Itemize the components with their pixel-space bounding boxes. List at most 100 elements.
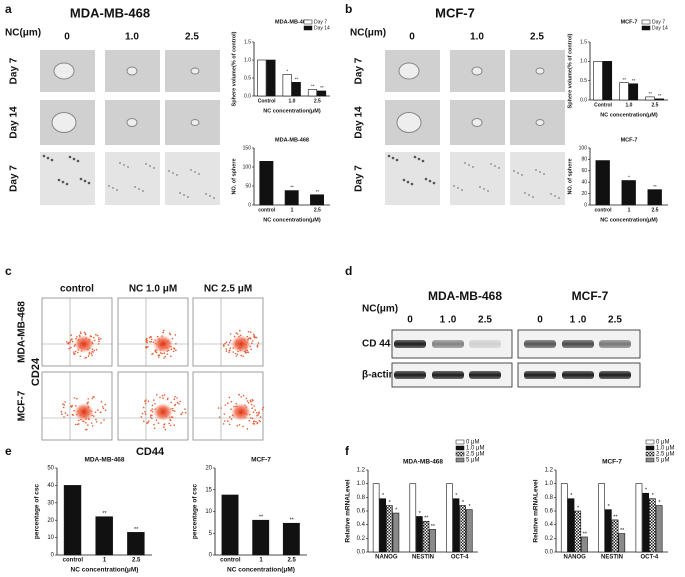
event-dot: [95, 418, 97, 421]
panel-title: MDA-MB-468: [70, 5, 150, 20]
significance-mark: **: [290, 185, 294, 190]
lane-label: 0: [407, 315, 413, 326]
sphere: [471, 66, 483, 76]
row-label: MCF-7: [17, 390, 28, 421]
event-dot: [239, 329, 241, 332]
column-label: NC 1.0 μM: [129, 284, 177, 295]
lane-label: 2.5: [608, 315, 622, 326]
bar: [567, 498, 575, 553]
event-dot: [257, 414, 260, 416]
event-dot: [164, 428, 167, 431]
event-dot: [225, 341, 228, 344]
legend-label: 5 μM: [656, 458, 669, 464]
significance-mark: *: [395, 508, 398, 514]
speck: [190, 169, 192, 171]
event-dot: [170, 401, 172, 404]
event-dot: [93, 339, 96, 342]
event-dot: [147, 420, 150, 422]
speck: [391, 156, 395, 160]
speck: [112, 187, 114, 189]
significance-mark: *: [287, 69, 289, 74]
event-dot: [173, 398, 176, 401]
significance-mark: **: [658, 93, 662, 98]
speck: [168, 170, 170, 172]
bar: [392, 512, 400, 553]
y-tick-label: 1.5: [244, 39, 251, 45]
event-cluster: [153, 403, 173, 421]
event-dot: [174, 395, 176, 398]
protein-label: β-actin: [362, 370, 395, 381]
y-axis-label: percentage of csc: [34, 483, 41, 539]
event-dot: [229, 339, 232, 342]
band: [432, 340, 464, 348]
event-dot: [224, 342, 226, 345]
significance-mark: **: [653, 184, 657, 189]
x-tick-label: 2.5: [314, 207, 321, 213]
speck: [513, 170, 515, 172]
sphere: [535, 119, 545, 126]
bar: [611, 519, 619, 553]
event-dot: [66, 341, 68, 343]
event-dot: [254, 409, 256, 411]
axis-label: CD44: [136, 446, 165, 458]
bar: [446, 483, 453, 553]
event-dot: [156, 394, 158, 396]
bar: [593, 61, 603, 101]
chart-title: MCF-7: [621, 19, 638, 25]
event-dot: [150, 409, 152, 412]
event-dot: [146, 337, 148, 340]
x-axis-label: NC concentration(μM): [263, 217, 321, 223]
event-dot: [76, 397, 78, 400]
event-dot: [98, 337, 100, 339]
chart-title: MDA-MB-468: [84, 457, 124, 464]
event-dot: [238, 424, 241, 426]
y-tick-label: 0.0: [580, 97, 587, 103]
y-tick-label: 0.2: [357, 536, 366, 542]
event-dot: [180, 413, 183, 416]
x-tick-label: 1.0: [289, 98, 296, 104]
event-dot: [184, 411, 187, 414]
event-dot: [169, 333, 172, 336]
event-dot: [91, 354, 93, 357]
event-dot: [70, 346, 72, 349]
x-tick-label: NESTIN: [412, 555, 434, 561]
y-tick-label: 0.4: [357, 522, 366, 528]
y-tick-label: 20: [47, 518, 54, 524]
legend-label: 0 μM: [656, 440, 669, 446]
x-tick-label: 2.5: [132, 558, 141, 564]
event-dot: [75, 405, 77, 407]
bar: [619, 82, 629, 101]
y-tick-label: 0: [209, 553, 213, 559]
event-dot: [146, 346, 148, 348]
speck: [145, 163, 147, 165]
event-dot: [85, 356, 88, 359]
bar: [317, 90, 327, 97]
bar: [221, 494, 239, 556]
event-dot: [90, 335, 93, 338]
event-dot: [251, 417, 254, 420]
event-dot: [173, 410, 176, 413]
event-dot: [246, 400, 249, 402]
legend-swatch: [645, 451, 655, 457]
event-dot: [71, 338, 73, 340]
legend-swatch: [645, 439, 655, 445]
legend-label: 1.0 μM: [466, 446, 484, 452]
event-dot: [64, 401, 66, 403]
significance-mark: **: [134, 527, 139, 533]
event-dot: [251, 399, 254, 401]
event-dot: [153, 399, 155, 401]
event-dot: [153, 427, 156, 430]
speck: [183, 194, 185, 196]
event-dot: [100, 400, 103, 403]
speck: [68, 155, 72, 159]
y-tick-label: 20: [581, 191, 587, 197]
event-dot: [224, 404, 227, 406]
speck: [479, 186, 481, 188]
speck: [387, 154, 391, 158]
event-dot: [251, 407, 253, 410]
event-dot: [90, 352, 92, 355]
event-dot: [222, 344, 225, 346]
column-label: 0: [64, 32, 70, 43]
y-tick-label: 0.0: [244, 93, 251, 99]
event-dot: [91, 425, 94, 427]
